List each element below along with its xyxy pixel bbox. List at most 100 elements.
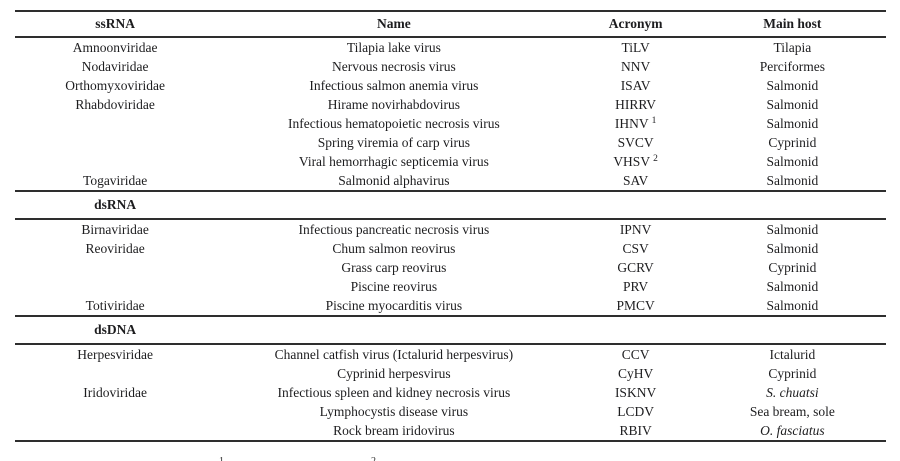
family-cell: Togaviridae [83,173,148,188]
virus-name-cell: Infectious hematopoietic necrosis virus [287,116,500,131]
family-cell [15,421,215,441]
section-ssrna-rows: Amnoonviridae Tilapia lake virus TiLV Tilap… [15,37,886,191]
acronym-cell: HIRRV [615,97,657,112]
host-cell: Salmonid [766,116,819,131]
column-header-main-host: Main host [763,16,822,31]
empty-cell [215,316,572,344]
family-cell: Birnaviridae [81,222,149,237]
column-header-acronym: Acronym [608,16,663,31]
acronym-cell: CyHV [617,366,654,381]
acronym-cell: CCV [621,347,650,362]
virus-name-cell: Grass carp reovirus [341,260,447,275]
table-row: Amnoonviridae Tilapia lake virus TiLV Tilap… [15,37,886,57]
footnote-marker-2: 2 [371,457,376,461]
acronym-cell: IPNV [619,222,652,237]
table-row: Iridoviridae Infectious spleen and kidney… [15,383,886,402]
acronym-cell: GCRV [617,260,654,275]
section-dsrna-header: dsRNA [15,191,886,219]
table-row: Infectious hematopoietic necrosis virus I… [15,114,886,133]
section-dsrna-rows: Birnaviridae Infectious pancreatic necros… [15,219,886,316]
host-cell: Tilapia [773,40,812,55]
table-row: Herpesviridae Channel catfish virus (Icta… [15,344,886,364]
virus-name-cell: Rock bream iridovirus [333,423,455,438]
fish-virus-table: ssRNA Name Acronym Main host Amnoonvirid… [15,10,886,442]
empty-cell [572,191,698,219]
acronym-cell: SAV [622,173,649,188]
family-cell: Totiviridae [85,298,145,313]
table-row: Lymphocystis disease virus LCDV Sea bream,… [15,402,886,421]
host-cell: Salmonid [766,241,819,256]
host-cell: Salmonid [766,154,819,169]
host-cell: Cyprinid [768,135,817,150]
table-header: ssRNA Name Acronym Main host [15,11,886,37]
host-cell: Salmonid [766,298,819,313]
family-cell [15,364,215,383]
host-cell: Salmonid [766,222,819,237]
empty-cell [215,191,572,219]
virus-name-cell: Infectious spleen and kidney necrosis vi… [277,385,511,400]
footnote-ref: 1 [651,116,657,126]
acronym-cell: CSV [622,241,649,256]
acronym-cell: SVCV [617,135,654,150]
empty-cell [699,191,886,219]
virus-name-cell: Tilapia lake virus [346,40,441,55]
host-cell: Cyprinid [768,366,817,381]
table-row: Orthomyxoviridae Infectious salmon anemia… [15,76,886,95]
section-dsdna-rows: Herpesviridae Channel catfish virus (Icta… [15,344,886,441]
family-cell [15,152,215,171]
section-label-dsdna: dsDNA [94,322,137,337]
table-row: Grass carp reovirus GCRV Cyprinid [15,258,886,277]
host-cell: O. fasciatus [760,423,825,438]
table-row: Viral hemorrhagic septicemia virus VHSV 2 S… [15,152,886,171]
section-label-row: dsRNA [15,191,886,219]
family-cell: Herpesviridae [77,347,154,362]
virus-name-cell: Infectious salmon anemia virus [309,78,479,93]
acronym-cell: RBIV [619,423,652,438]
family-cell [15,258,215,277]
acronym-cell: LCDV [617,404,654,419]
acronym-cell: ISKNV [614,385,657,400]
host-cell: Perciformes [759,59,825,74]
table-row: Spring viremia of carp virus SVCV Cyprinid [15,133,886,152]
empty-cell [572,316,698,344]
virus-name-cell: Salmonid alphavirus [338,173,450,188]
family-cell: Nodaviridae [81,59,149,74]
acronym-cell: PRV [622,279,649,294]
virus-name-cell: Piscine reovirus [350,279,438,294]
family-cell: Orthomyxoviridae [65,78,166,93]
virus-name-cell: Spring viremia of carp virus [317,135,470,150]
family-cell: Reoviridae [85,241,145,256]
table-row: Nodaviridae Nervous necrosis virus NNV Perc… [15,57,886,76]
virus-name-cell: Lymphocystis disease virus [319,404,469,419]
family-cell: Rhabdoviridae [75,97,155,112]
host-cell: Salmonid [766,78,819,93]
virus-name-cell: Cyprinid herpesvirus [337,366,451,381]
table-row: Rhabdoviridae Hirame novirhabdovirus HIRRV… [15,95,886,114]
acronym-cell: ISAV [620,78,651,93]
acronym-cell: VHSV 2 [613,154,658,169]
empty-cell [699,316,886,344]
acronym-cell: PMCV [616,298,655,313]
column-header-name: Name [377,16,411,31]
section-label-dsrna: dsRNA [94,197,137,212]
table-row: Birnaviridae Infectious pancreatic necros… [15,219,886,239]
virus-name-cell: Viral hemorrhagic septicemia virus [298,154,489,169]
host-cell: S. chuatsi [766,385,819,400]
family-cell [15,114,215,133]
host-cell: Salmonid [766,173,819,188]
header-row: ssRNA Name Acronym Main host [15,11,886,37]
table-row: Piscine reovirus PRV Salmonid [15,277,886,296]
host-cell: Ictalurid [769,347,816,362]
family-cell: Amnoonviridae [72,40,158,55]
footnote-ref: 2 [653,154,658,164]
acronym-cell: IHNV 1 [614,116,657,131]
host-cell: Sea bream, sole [749,404,835,419]
section-label-row: dsDNA [15,316,886,344]
table-row: Reoviridae Chum salmon reovirus CSV Salmoni… [15,239,886,258]
table-row: Totiviridae Piscine myocarditis virus PMCV… [15,296,886,316]
host-cell: Salmonid [766,97,819,112]
section-dsdna-header: dsDNA [15,316,886,344]
host-cell: Cyprinid [768,260,817,275]
family-cell [15,133,215,152]
table-row: Cyprinid herpesvirus CyHV Cyprinid [15,364,886,383]
